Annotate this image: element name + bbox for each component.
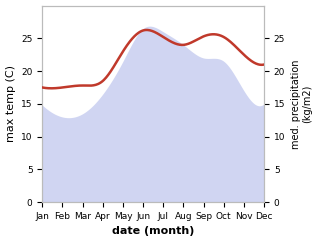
X-axis label: date (month): date (month) <box>112 227 194 236</box>
Y-axis label: max temp (C): max temp (C) <box>5 65 16 142</box>
Y-axis label: med. precipitation
(kg/m2): med. precipitation (kg/m2) <box>291 59 313 149</box>
